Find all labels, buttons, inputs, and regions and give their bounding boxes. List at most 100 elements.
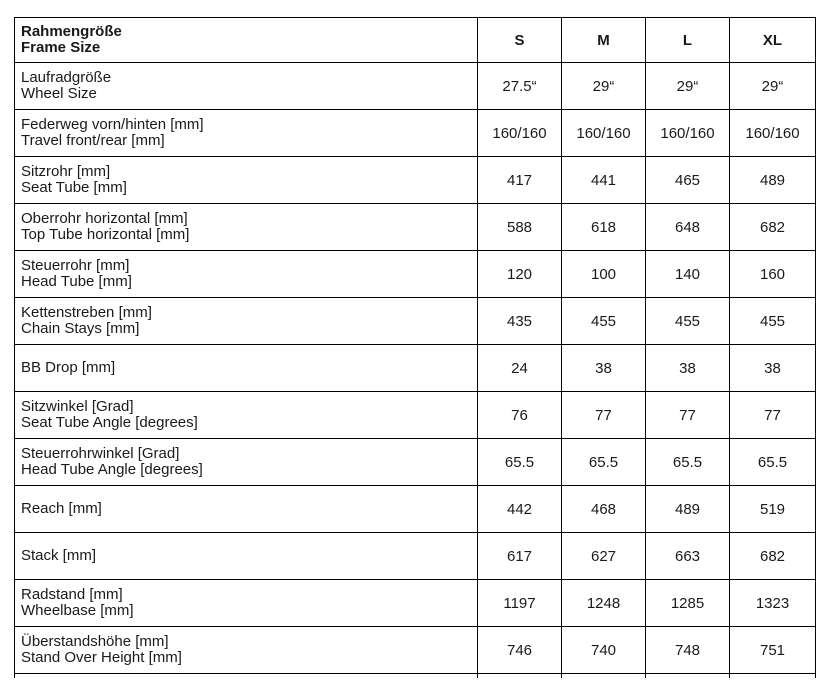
- value-cell: 29“: [645, 62, 730, 110]
- value-cell: 740: [561, 626, 646, 674]
- row-label-cell: Steuerrohr [mm] Head Tube [mm]: [14, 250, 478, 298]
- value-cell: 455: [561, 297, 646, 345]
- value-cell: 76: [477, 391, 562, 439]
- header-label-cell: Rahmengröße Frame Size: [14, 17, 478, 63]
- value-cell: 455: [729, 297, 816, 345]
- value-cell: 648: [645, 203, 730, 251]
- table-row: Sitzwinkel [Grad] Seat Tube Angle [degree…: [14, 391, 816, 439]
- row-label-de: Sitzrohr [mm]: [21, 163, 111, 180]
- header-label-en: Frame Size: [21, 39, 101, 56]
- value-cell: 489: [645, 485, 730, 533]
- table-row: Reach [mm] 442 468 489 519: [14, 485, 816, 533]
- value-cell: 27.5“: [477, 62, 562, 110]
- value-cell: 120: [477, 250, 562, 298]
- value-cell: 65.5: [477, 438, 562, 486]
- row-label-en: Chain Stays [mm]: [21, 320, 140, 337]
- table-row: Stack [mm] 617 627 663 682: [14, 532, 816, 580]
- value-cell: 77: [729, 391, 816, 439]
- value-cell: 627: [561, 532, 646, 580]
- header-col-m: M: [561, 17, 646, 63]
- row-label-cell: Sitzrohr [mm] Seat Tube [mm]: [14, 156, 478, 204]
- value-cell: 29“: [561, 62, 646, 110]
- value-cell: 160/160: [729, 109, 816, 157]
- value-cell: 65.5: [729, 438, 816, 486]
- value-cell: 160/160: [561, 109, 646, 157]
- value-cell: 160: [729, 250, 816, 298]
- row-label-en: Head Tube [mm]: [21, 273, 132, 290]
- value-cell: 1248: [561, 579, 646, 627]
- row-label-cell: Oberrohr horizontal [mm] Top Tube horizon…: [14, 203, 478, 251]
- value-cell: 24: [477, 344, 562, 392]
- row-label-de: Oberrohr horizontal [mm]: [21, 210, 188, 227]
- value-cell: 29“: [729, 62, 816, 110]
- row-label-cell: BB Drop [mm]: [14, 344, 478, 392]
- row-label-cell: Stack [mm]: [14, 532, 478, 580]
- cropped-cell: [14, 673, 478, 678]
- table-row: Steuerrohr [mm] Head Tube [mm] 120 100 140 16…: [14, 250, 816, 298]
- row-label-en: Seat Tube [mm]: [21, 179, 127, 196]
- header-row: Rahmengröße Frame Size S M L XL: [14, 17, 816, 63]
- table-row: Kettenstreben [mm] Chain Stays [mm] 435 455…: [14, 297, 816, 345]
- header-col-xl: XL: [729, 17, 816, 63]
- value-cell: 455: [645, 297, 730, 345]
- value-cell: 77: [561, 391, 646, 439]
- value-cell: 617: [477, 532, 562, 580]
- row-label-cell: Steuerrohrwinkel [Grad] Head Tube Angle […: [14, 438, 478, 486]
- value-cell: 588: [477, 203, 562, 251]
- table-row: Oberrohr horizontal [mm] Top Tube horizon…: [14, 203, 816, 251]
- value-cell: 160/160: [477, 109, 562, 157]
- row-label-en: Wheelbase [mm]: [21, 602, 134, 619]
- row-label-de: Kettenstreben [mm]: [21, 304, 152, 321]
- cropped-cell: [645, 673, 730, 678]
- row-label-cell: Kettenstreben [mm] Chain Stays [mm]: [14, 297, 478, 345]
- value-cell: 140: [645, 250, 730, 298]
- value-cell: 442: [477, 485, 562, 533]
- table-row: Radstand [mm] Wheelbase [mm] 1197 1248 1285 1…: [14, 579, 816, 627]
- value-cell: 435: [477, 297, 562, 345]
- table-row: Federweg vorn/hinten [mm] Travel front/re…: [14, 109, 816, 157]
- row-label-en: Head Tube Angle [degrees]: [21, 461, 203, 478]
- value-cell: 1323: [729, 579, 816, 627]
- value-cell: 77: [645, 391, 730, 439]
- value-cell: 489: [729, 156, 816, 204]
- table-row: Steuerrohrwinkel [Grad] Head Tube Angle […: [14, 438, 816, 486]
- value-cell: 38: [729, 344, 816, 392]
- value-cell: 417: [477, 156, 562, 204]
- row-label-cell: Federweg vorn/hinten [mm] Travel front/re…: [14, 109, 478, 157]
- row-label-cell: Reach [mm]: [14, 485, 478, 533]
- cropped-cell: [729, 673, 816, 678]
- header-col-s: S: [477, 17, 562, 63]
- row-label-en: Wheel Size: [21, 85, 97, 102]
- value-cell: 468: [561, 485, 646, 533]
- frame-geometry-table: Rahmengröße Frame Size S M L XL Laufradg…: [14, 17, 816, 678]
- value-cell: 65.5: [561, 438, 646, 486]
- row-label-de: Stack [mm]: [21, 547, 97, 564]
- value-cell: 748: [645, 626, 730, 674]
- value-cell: 682: [729, 203, 816, 251]
- row-label-cell: Sitzwinkel [Grad] Seat Tube Angle [degree…: [14, 391, 478, 439]
- row-label-de: Federweg vorn/hinten [mm]: [21, 116, 204, 133]
- value-cell: 618: [561, 203, 646, 251]
- value-cell: 1197: [477, 579, 562, 627]
- row-label-de: Steuerrohr [mm]: [21, 257, 130, 274]
- table-row: Sitzrohr [mm] Seat Tube [mm] 417 441 465 489: [14, 156, 816, 204]
- value-cell: 751: [729, 626, 816, 674]
- value-cell: 100: [561, 250, 646, 298]
- table-row: Überstandshöhe [mm] Stand Over Height [mm…: [14, 626, 816, 674]
- value-cell: 38: [561, 344, 646, 392]
- table-row: Laufradgröße Wheel Size 27.5“ 29“ 29“ 29“: [14, 62, 816, 110]
- row-label-en: Travel front/rear [mm]: [21, 132, 165, 149]
- row-label-de: Sitzwinkel [Grad]: [21, 398, 134, 415]
- value-cell: 65.5: [645, 438, 730, 486]
- row-label-cell: Radstand [mm] Wheelbase [mm]: [14, 579, 478, 627]
- row-label-de: Überstandshöhe [mm]: [21, 633, 169, 650]
- value-cell: 465: [645, 156, 730, 204]
- cropped-cell: [561, 673, 646, 678]
- value-cell: 160/160: [645, 109, 730, 157]
- row-label-de: Radstand [mm]: [21, 586, 123, 603]
- value-cell: 1285: [645, 579, 730, 627]
- row-label-de: Reach [mm]: [21, 500, 102, 517]
- row-label-de: Steuerrohrwinkel [Grad]: [21, 445, 180, 462]
- row-label-cell: Laufradgröße Wheel Size: [14, 62, 478, 110]
- table-row: BB Drop [mm] 24 38 38 38: [14, 344, 816, 392]
